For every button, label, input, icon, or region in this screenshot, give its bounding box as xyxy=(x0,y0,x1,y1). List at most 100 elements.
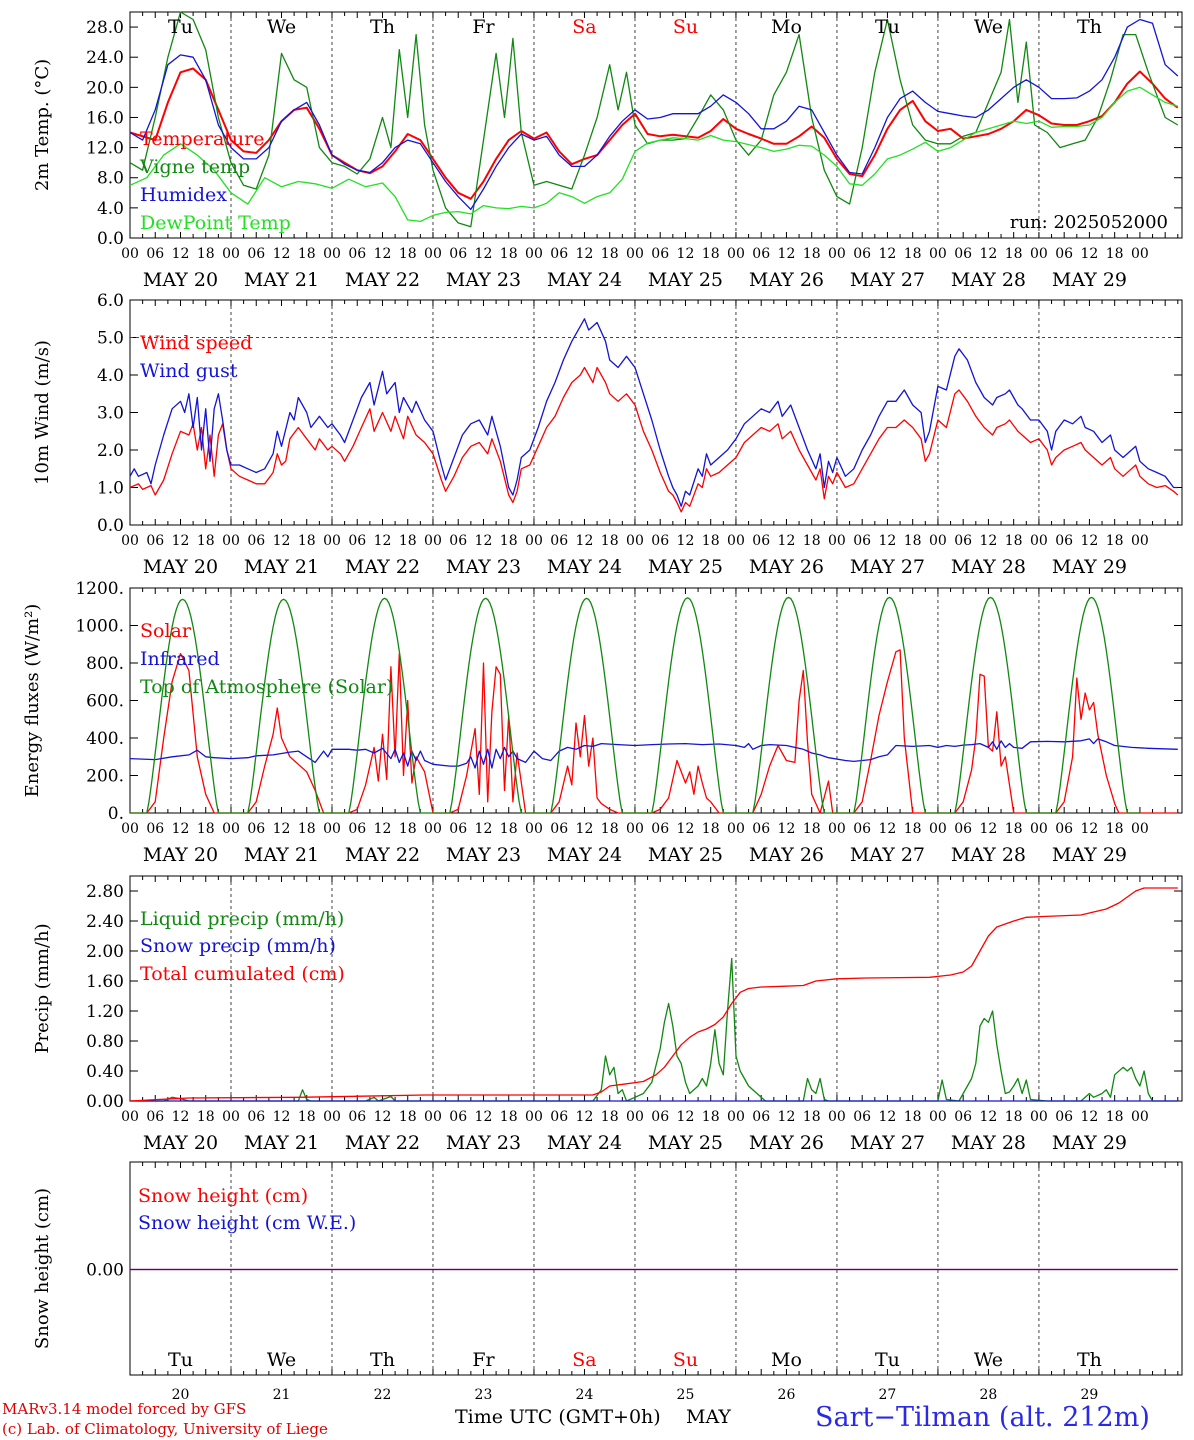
hour-tick-label: 12 xyxy=(273,1109,291,1125)
legend-entry: Solar xyxy=(140,620,192,642)
panel-frame xyxy=(129,587,1183,814)
hour-tick-label: 06 xyxy=(348,246,366,262)
day-name-label: Mo xyxy=(771,16,802,38)
y-tick-label: 1.60 xyxy=(86,972,124,992)
panel-3 xyxy=(129,587,1183,814)
hour-tick-label: 06 xyxy=(146,246,164,262)
legend-entry: Humidex xyxy=(140,184,227,206)
hour-tick-label: 18 xyxy=(1005,821,1023,837)
x-axis-title: Time UTC (GMT+0h) xyxy=(455,1406,661,1428)
hour-tick-label: 06 xyxy=(651,246,669,262)
date-label: MAY 27 xyxy=(850,1132,925,1154)
day-name-label: Th xyxy=(1077,1349,1102,1371)
y-tick-label: 0.0 xyxy=(97,229,124,249)
hour-tick-label: 00 xyxy=(929,821,947,837)
hour-tick-label: 00 xyxy=(222,1109,240,1125)
hour-tick-label: 06 xyxy=(954,1109,972,1125)
hour-tick-label: 18 xyxy=(803,246,821,262)
x-axis-month: MAY xyxy=(686,1406,731,1428)
day-name-label: Fr xyxy=(472,16,495,38)
hour-tick-label: 18 xyxy=(702,246,720,262)
hour-tick-label: 00 xyxy=(1030,246,1048,262)
series-line-temperature xyxy=(129,67,1179,200)
hour-tick-label: 00 xyxy=(121,1109,139,1125)
date-label: MAY 29 xyxy=(1052,269,1127,291)
panel-2 xyxy=(129,299,1183,526)
hour-tick-label: 18 xyxy=(298,1109,316,1125)
y-tick-label: 1.0 xyxy=(97,479,124,499)
hour-tick-label: 06 xyxy=(146,1109,164,1125)
hour-tick-label: 06 xyxy=(1055,821,1073,837)
hour-tick-label: 06 xyxy=(348,1109,366,1125)
hour-tick-label: 00 xyxy=(626,821,644,837)
y-tick-label: 8.0 xyxy=(97,169,124,189)
hour-tick-label: 12 xyxy=(1081,1109,1099,1125)
hour-tick-label: 12 xyxy=(475,246,493,262)
hour-tick-label: 12 xyxy=(576,1109,594,1125)
y-tick-label: 200. xyxy=(86,767,124,787)
day-number-label: 21 xyxy=(273,1387,291,1403)
hour-tick-label: 00 xyxy=(727,1109,745,1125)
day-number-label: 29 xyxy=(1081,1387,1099,1403)
date-label: MAY 24 xyxy=(547,556,622,578)
day-name-label: Su xyxy=(673,1349,698,1371)
hour-tick-label: 12 xyxy=(677,533,695,549)
hour-tick-label: 12 xyxy=(374,246,392,262)
hour-tick-label: 06 xyxy=(954,821,972,837)
day-name-label: Su xyxy=(673,16,698,38)
hour-tick-label: 06 xyxy=(247,533,265,549)
hour-tick-label: 12 xyxy=(879,246,897,262)
date-label: MAY 29 xyxy=(1052,844,1127,866)
legend-entry: Top of Atmosphere (Solar) xyxy=(140,676,393,698)
hour-tick-label: 06 xyxy=(348,821,366,837)
hour-tick-label: 18 xyxy=(1005,1109,1023,1125)
series-line-solar xyxy=(130,649,1178,814)
hour-tick-label: 12 xyxy=(677,1109,695,1125)
date-label: MAY 23 xyxy=(446,844,521,866)
series-line-humidex xyxy=(129,18,1179,211)
hour-tick-label: 12 xyxy=(475,533,493,549)
hour-tick-label: 12 xyxy=(879,821,897,837)
hour-tick-label: 06 xyxy=(550,821,568,837)
hour-tick-label: 06 xyxy=(954,533,972,549)
hour-tick-label: 12 xyxy=(879,533,897,549)
hour-tick-label: 12 xyxy=(980,821,998,837)
day-name-label: We xyxy=(974,1349,1003,1371)
hour-tick-label: 00 xyxy=(1030,821,1048,837)
hour-tick-label: 06 xyxy=(247,1109,265,1125)
date-label: MAY 26 xyxy=(749,556,824,578)
y-tick-label: 24.0 xyxy=(86,48,124,68)
hour-tick-label: 00 xyxy=(222,246,240,262)
y-tick-label: 0. xyxy=(108,804,124,824)
day-name-label: Tu xyxy=(875,16,900,38)
footer-model-credit: MARv3.14 model forced by GFS xyxy=(2,1400,247,1418)
hour-tick-label: 00 xyxy=(727,821,745,837)
date-label: MAY 26 xyxy=(749,844,824,866)
day-number-label: 25 xyxy=(677,1387,695,1403)
hour-tick-label: 12 xyxy=(677,821,695,837)
day-name-label: Th xyxy=(370,16,395,38)
hour-tick-label: 00 xyxy=(323,1109,341,1125)
hour-tick-label: 06 xyxy=(954,246,972,262)
y-tick-label: 28.0 xyxy=(86,18,124,38)
run-label: run: 2025052000 xyxy=(1010,212,1168,233)
hour-tick-label: 18 xyxy=(601,1109,619,1125)
hour-tick-label: 18 xyxy=(500,533,518,549)
legend-entry: Wind speed xyxy=(140,332,252,354)
hour-tick-label: 00 xyxy=(525,821,543,837)
date-label: MAY 27 xyxy=(850,556,925,578)
date-label: MAY 24 xyxy=(547,844,622,866)
legend-entry: Liquid precip (mm/h) xyxy=(140,908,344,930)
hour-tick-label: 18 xyxy=(1005,246,1023,262)
hour-tick-label: 06 xyxy=(752,246,770,262)
hour-tick-label: 12 xyxy=(273,533,291,549)
date-label: MAY 25 xyxy=(648,556,723,578)
hour-tick-label: 00 xyxy=(727,533,745,549)
hour-tick-label: 00 xyxy=(525,1109,543,1125)
hour-tick-label: 06 xyxy=(651,821,669,837)
y-tick-label: 0.00 xyxy=(86,1261,124,1281)
y-tick-label: 0.40 xyxy=(86,1062,124,1082)
date-label: MAY 28 xyxy=(951,844,1026,866)
hour-tick-label: 12 xyxy=(374,821,392,837)
hour-tick-label: 18 xyxy=(803,1109,821,1125)
